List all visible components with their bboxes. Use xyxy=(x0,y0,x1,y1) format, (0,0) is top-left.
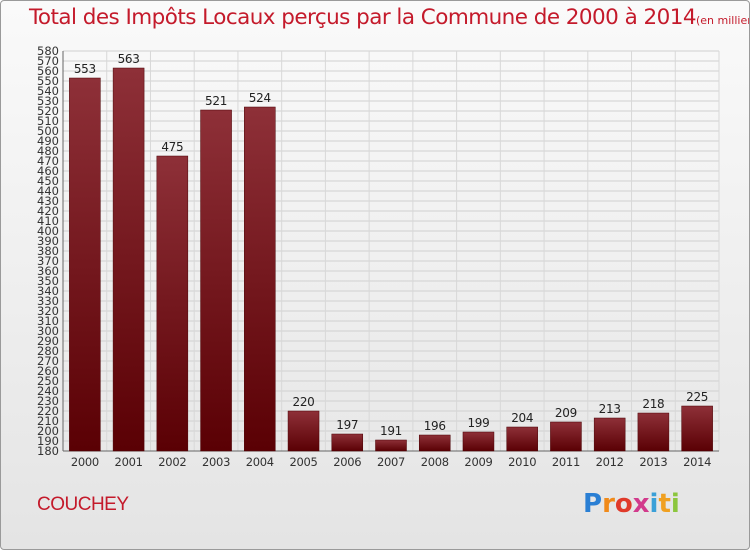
commune-name: COUCHEY xyxy=(37,494,129,515)
bar-value-label: 218 xyxy=(642,397,664,411)
y-tick-label: 320 xyxy=(37,304,59,318)
x-tick-label: 2012 xyxy=(596,455,624,469)
bar-value-label: 553 xyxy=(74,62,96,76)
y-tick-label: 400 xyxy=(37,224,59,238)
bar xyxy=(375,439,407,452)
y-tick-label: 510 xyxy=(37,114,59,128)
bar-value-label: 191 xyxy=(380,424,402,438)
x-tick-label: 2006 xyxy=(333,455,361,469)
x-tick-label: 2009 xyxy=(464,455,492,469)
x-tick-label: 2013 xyxy=(639,455,667,469)
logo-letter: x xyxy=(632,489,650,519)
bar xyxy=(681,405,713,452)
logo-letter: i xyxy=(670,489,680,519)
x-tick-label: 2011 xyxy=(552,455,580,469)
bar xyxy=(506,426,538,452)
y-tick-label: 570 xyxy=(37,54,59,68)
y-tick-label: 560 xyxy=(37,64,59,78)
logo-letter: P xyxy=(583,489,603,519)
bar-value-label: 196 xyxy=(424,419,446,433)
bar-value-label: 475 xyxy=(161,140,183,154)
y-tick-label: 250 xyxy=(37,374,59,388)
y-tick-label: 430 xyxy=(37,194,59,208)
x-tick-label: 2014 xyxy=(683,455,711,469)
bar xyxy=(637,412,670,452)
logo-letter: i xyxy=(649,489,659,519)
y-tick-label: 310 xyxy=(37,314,59,328)
x-tick-label: 2001 xyxy=(115,455,143,469)
x-tick-label: 2007 xyxy=(377,455,405,469)
logo-letter: o xyxy=(614,489,633,519)
bar-value-label: 524 xyxy=(249,91,271,105)
y-tick-label: 190 xyxy=(37,434,59,448)
bar-value-label: 204 xyxy=(511,411,533,425)
proxiti-logo: Proxiti xyxy=(583,489,680,519)
y-tick-label: 480 xyxy=(37,144,59,158)
y-tick-label: 420 xyxy=(37,204,59,218)
y-tick-label: 230 xyxy=(37,394,59,408)
bar xyxy=(287,410,320,452)
bar-value-label: 213 xyxy=(599,402,621,416)
y-tick-label: 280 xyxy=(37,344,59,358)
logo-letter: r xyxy=(602,489,615,519)
x-tick-label: 2010 xyxy=(508,455,536,469)
bar xyxy=(156,155,189,452)
bar xyxy=(418,434,451,452)
y-tick-label: 260 xyxy=(37,364,59,378)
bar xyxy=(462,431,495,452)
bar-value-label: 199 xyxy=(467,416,489,430)
y-tick-label: 220 xyxy=(37,404,59,418)
y-tick-label: 290 xyxy=(37,334,59,348)
y-tick-label: 360 xyxy=(37,264,59,278)
y-tick-label: 300 xyxy=(37,324,59,338)
y-tick-label: 490 xyxy=(37,134,59,148)
y-tick-label: 520 xyxy=(37,104,59,118)
y-tick-label: 240 xyxy=(37,384,59,398)
bar xyxy=(69,77,101,452)
x-tick-label: 2004 xyxy=(246,455,274,469)
y-tick-label: 530 xyxy=(37,94,59,108)
bar-value-label: 563 xyxy=(118,52,140,66)
y-tick-label: 540 xyxy=(37,84,59,98)
y-tick-label: 330 xyxy=(37,294,59,308)
bar xyxy=(244,106,276,452)
y-tick-label: 410 xyxy=(37,214,59,228)
chart-unit: (en milliers d'€) xyxy=(696,14,749,27)
y-tick-label: 550 xyxy=(37,74,59,88)
bar-value-label: 521 xyxy=(205,94,227,108)
x-tick-label: 2002 xyxy=(158,455,186,469)
y-tick-label: 370 xyxy=(37,254,59,268)
chart-title: Total des Impôts Locaux perçus par la Co… xyxy=(29,5,749,30)
y-tick-label: 180 xyxy=(37,444,59,458)
y-tick-label: 470 xyxy=(37,154,59,168)
y-tick-label: 340 xyxy=(37,284,59,298)
logo-letter: t xyxy=(658,489,671,519)
bar xyxy=(593,417,626,452)
y-tick-label: 380 xyxy=(37,244,59,258)
y-tick-label: 390 xyxy=(37,234,59,248)
y-tick-label: 270 xyxy=(37,354,59,368)
bar-value-label: 197 xyxy=(336,418,358,432)
bar xyxy=(550,421,582,452)
bar-value-label: 220 xyxy=(293,395,315,409)
x-tick-label: 2000 xyxy=(71,455,99,469)
y-tick-label: 210 xyxy=(37,414,59,428)
bar xyxy=(331,433,364,452)
y-tick-label: 500 xyxy=(37,124,59,138)
y-tick-label: 200 xyxy=(37,424,59,438)
bar xyxy=(200,109,232,452)
y-tick-label: 460 xyxy=(37,164,59,178)
y-tick-label: 350 xyxy=(37,274,59,288)
bar xyxy=(112,67,145,452)
y-tick-label: 440 xyxy=(37,184,59,198)
bar-value-label: 209 xyxy=(555,406,577,420)
bar-value-label: 225 xyxy=(686,390,708,404)
x-tick-label: 2008 xyxy=(421,455,449,469)
y-tick-label: 450 xyxy=(37,174,59,188)
y-tick-label: 580 xyxy=(37,44,59,58)
x-tick-label: 2005 xyxy=(289,455,317,469)
x-tick-label: 2003 xyxy=(202,455,230,469)
